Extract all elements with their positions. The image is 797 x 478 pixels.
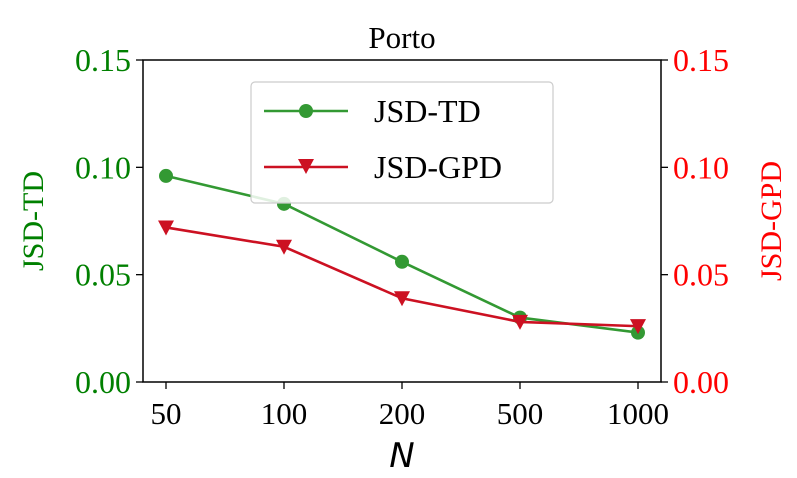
legend-label-gpd: JSD-GPD	[374, 149, 502, 185]
data-point-jsd-gpd	[158, 220, 174, 236]
x-axis-label: N	[389, 436, 414, 476]
legend-marker-gpd	[298, 159, 314, 174]
data-point-jsd-gpd	[394, 291, 410, 307]
left-y-tick-label: 0.15	[75, 42, 131, 78]
left-y-tick-label: 0.00	[75, 364, 131, 400]
x-tick-label: 100	[261, 396, 308, 431]
x-tick-label: 50	[151, 396, 182, 431]
right-y-tick-label: 0.15	[673, 42, 729, 78]
x-tick-label: 200	[379, 396, 426, 431]
data-point-jsd-gpd	[276, 239, 292, 255]
right-y-tick-label: 0.10	[673, 149, 729, 185]
left-y-tick-label: 0.05	[75, 257, 131, 293]
right-axis-label: JSD-GPD	[755, 161, 788, 281]
x-tick-label: 500	[497, 396, 544, 431]
x-tick-label: 1000	[607, 396, 669, 431]
plot-frame	[142, 59, 662, 383]
data-point-jsd-gpd	[512, 314, 528, 330]
right-y-tick-label: 0.00	[673, 364, 729, 400]
chart-title: Porto	[368, 20, 435, 55]
left-y-tick-label: 0.10	[75, 149, 131, 185]
data-point-jsd-gpd	[630, 319, 646, 335]
legend-marker-td	[299, 104, 313, 118]
series-line-jsd-gpd	[165, 226, 639, 328]
left-axis-label: JSD-TD	[17, 171, 50, 271]
right-y-tick-label: 0.05	[673, 257, 729, 293]
legend-label-td: JSD-TD	[374, 93, 481, 129]
data-point-jsd-td	[395, 254, 409, 269]
data-point-jsd-td	[159, 168, 173, 183]
legend: JSD-TD JSD-GPD	[250, 81, 554, 204]
